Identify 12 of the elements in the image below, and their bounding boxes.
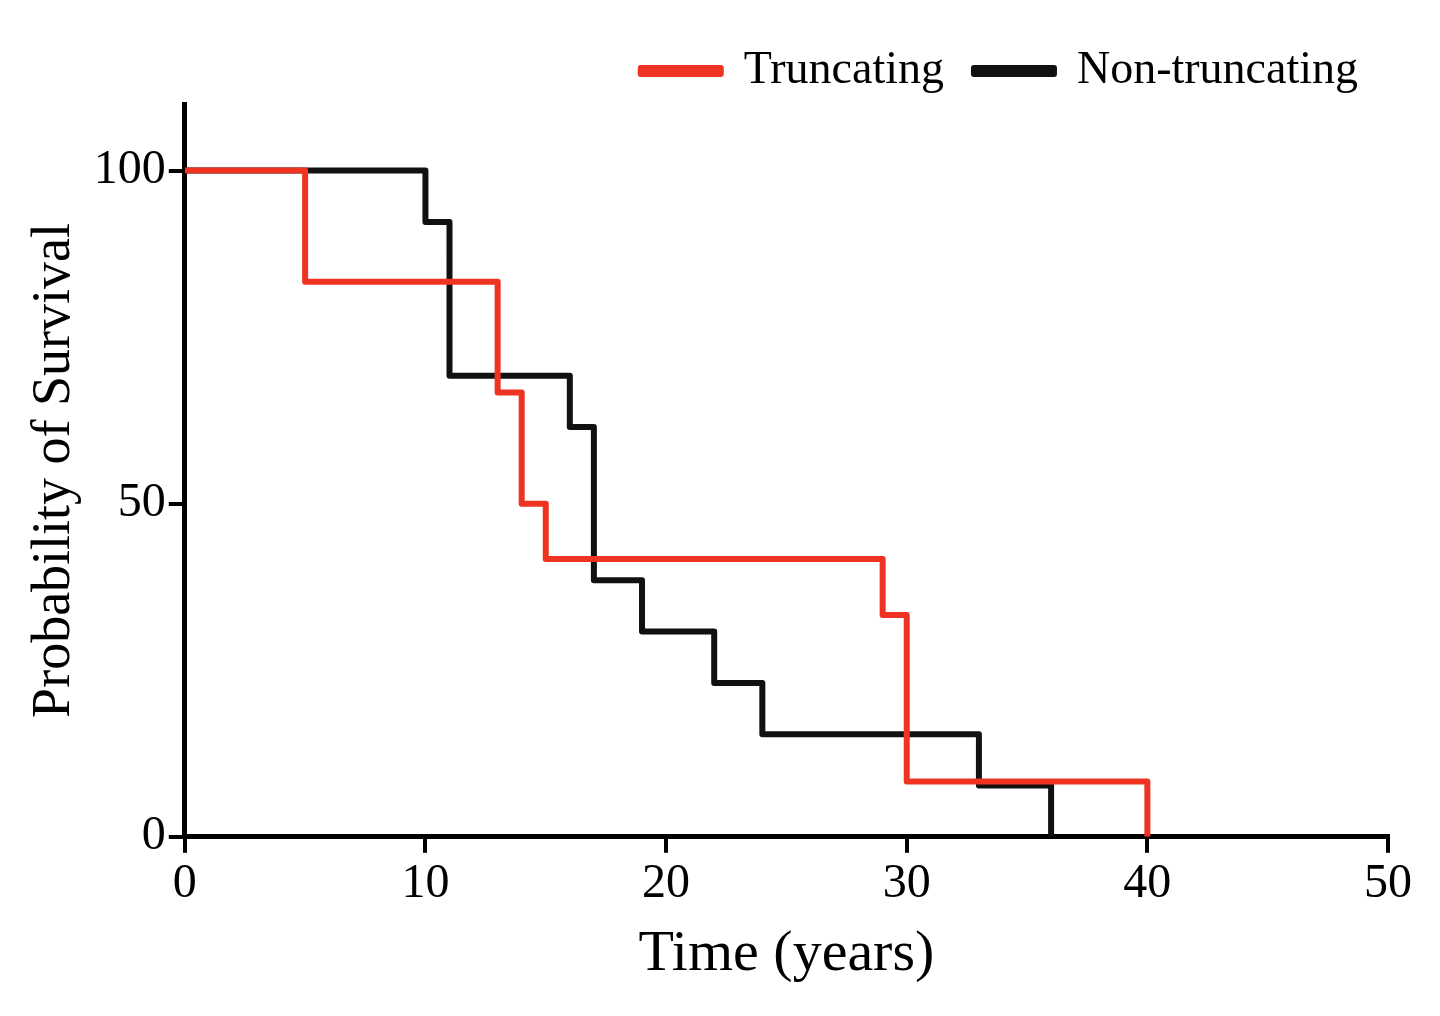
y-tick-label: 0	[141, 806, 166, 860]
x-tick-label: 50	[1364, 854, 1412, 908]
y-tick-label: 100	[93, 140, 166, 194]
x-tick-label: 40	[1123, 854, 1172, 908]
x-tick-label: 30	[882, 854, 931, 908]
y-axis-title: Probability of Survival	[20, 222, 81, 718]
x-tick-label: 20	[642, 854, 691, 908]
x-tick-label: 10	[401, 854, 450, 908]
legend-label: Non-truncating	[1076, 42, 1358, 94]
legend-label: Truncating	[743, 42, 944, 94]
y-tick-label: 50	[117, 473, 166, 527]
x-axis-title: Time (years)	[638, 918, 935, 984]
